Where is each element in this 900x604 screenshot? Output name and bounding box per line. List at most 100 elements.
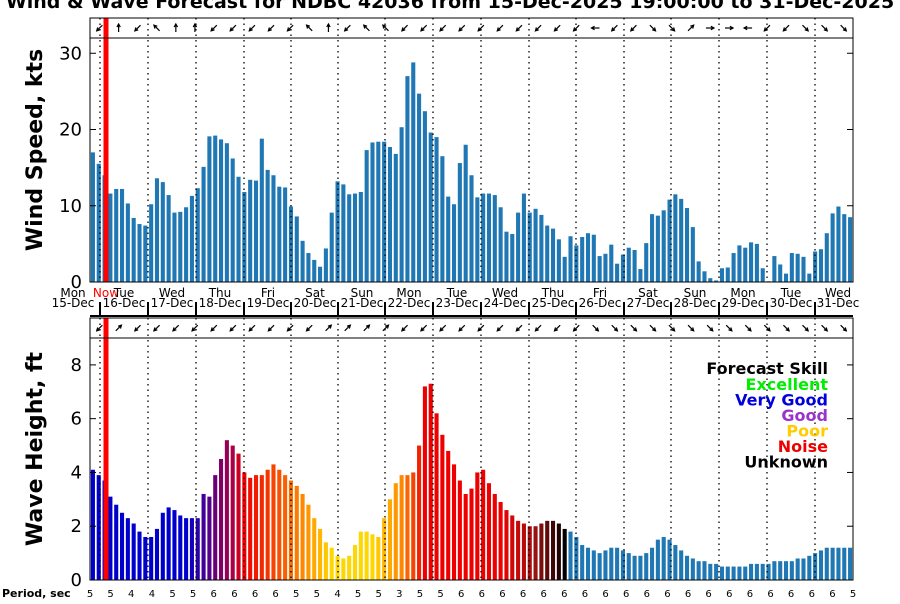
- wave-bar: [358, 531, 363, 580]
- wave-bar: [370, 534, 375, 580]
- wave-direction-arrow: [668, 324, 676, 332]
- wind-bar: [585, 233, 591, 282]
- direction-arrow-head: [172, 327, 177, 332]
- direction-arrow-head: [590, 25, 595, 31]
- wave-ytick-label: 8: [71, 355, 82, 376]
- wind-bar: [644, 243, 649, 282]
- wave-direction-arrow: [553, 324, 561, 332]
- period-row: Period, sec 5 5 4 4 5 5 6 6 6 6 5 5 4 5 5 3 5 5 6 6 6 6 6 6 6 6 6 6…: [2, 587, 856, 600]
- wind-bar: [807, 273, 812, 282]
- direction-arrow-shaft: [477, 324, 485, 332]
- day-date: 29-Dec: [722, 296, 765, 310]
- direction-arrow-shaft: [573, 24, 580, 32]
- legend-entry: Excellent: [746, 375, 829, 394]
- period-value: 5: [355, 589, 361, 600]
- direction-arrow-shaft: [554, 24, 561, 32]
- direction-arrow-shaft: [573, 324, 580, 332]
- period-value: 5: [850, 589, 856, 600]
- wave-bar: [422, 386, 427, 580]
- direction-arrow-shaft: [496, 324, 504, 332]
- wave-bar: [440, 434, 445, 580]
- day-date: 20-Dec: [294, 296, 337, 310]
- wind-ylabel: Wind Speed, kts: [23, 49, 48, 251]
- wind-bar: [352, 193, 358, 282]
- wind-direction-arrow: [553, 24, 561, 32]
- direction-arrow-head: [763, 27, 768, 32]
- wave-bar: [684, 555, 690, 580]
- day-name: Thu: [541, 286, 565, 300]
- wind-direction-arrow: [840, 24, 848, 32]
- wave-bar: [539, 523, 544, 580]
- wave-bar: [772, 561, 777, 580]
- wind-bar: [620, 254, 625, 282]
- wave-direction-arrow: [420, 324, 428, 332]
- wind-bar: [312, 259, 317, 282]
- wind-bar: [615, 263, 620, 282]
- period-value: 4: [334, 589, 340, 600]
- wind-bar: [486, 193, 492, 282]
- wind-bar: [527, 212, 532, 282]
- wind-bar: [184, 207, 189, 282]
- wave-bar: [230, 445, 235, 580]
- day-name: Wed: [492, 286, 518, 300]
- wind-bar: [632, 249, 637, 282]
- direction-arrow-head: [477, 27, 482, 32]
- direction-arrow-shaft: [96, 324, 103, 332]
- day-date: 19-Dec: [247, 296, 290, 310]
- direction-arrow-head: [671, 327, 676, 332]
- wind-bar: [219, 139, 224, 282]
- wave-bar: [667, 539, 672, 580]
- direction-arrow-head: [553, 327, 559, 332]
- wave-bar: [498, 502, 503, 580]
- wind-bar: [399, 127, 404, 283]
- direction-arrow-shaft: [267, 324, 275, 332]
- wave-bar: [842, 547, 847, 580]
- wave-bar: [603, 550, 608, 580]
- wind-bar: [294, 216, 299, 282]
- wind-bar: [772, 256, 777, 282]
- direction-arrow-shaft: [287, 324, 294, 332]
- direction-arrow-shaft: [382, 24, 389, 32]
- wind-direction-arrow: [687, 24, 695, 32]
- wave-direction-arrow: [782, 324, 790, 332]
- direction-arrow-shaft: [172, 324, 180, 332]
- wave-bar: [451, 464, 457, 580]
- wave-bar: [702, 561, 707, 580]
- direction-arrow-head: [766, 327, 771, 332]
- wind-bar: [189, 195, 194, 282]
- wind-bar: [504, 231, 509, 282]
- day-name: Tue: [446, 286, 468, 300]
- wave-bar: [143, 536, 148, 580]
- direction-arrow-head: [192, 22, 198, 28]
- wind-bar: [469, 175, 474, 282]
- day-date: 18-Dec: [199, 296, 242, 310]
- wave-bar: [696, 561, 701, 580]
- period-value: 4: [128, 589, 134, 600]
- wave-bar: [399, 475, 404, 580]
- direction-arrow-head: [629, 27, 635, 32]
- wind-bar: [778, 264, 783, 282]
- wind-bar: [387, 147, 392, 282]
- wind-direction-arrow: [763, 24, 771, 32]
- wave-bar: [783, 561, 789, 580]
- day-name: Thu: [208, 286, 232, 300]
- direction-arrow-head: [690, 327, 695, 332]
- wave-bar: [312, 518, 317, 580]
- wind-bar: [120, 188, 125, 282]
- direction-arrow-head: [842, 27, 848, 32]
- wind-bar: [533, 208, 538, 282]
- wave-direction-arrow: [706, 324, 714, 332]
- direction-arrow-shaft: [668, 24, 676, 32]
- wave-bar: [201, 493, 206, 580]
- wind-bar: [580, 237, 585, 282]
- direction-arrow-head: [401, 27, 406, 32]
- wave-bar: [795, 558, 800, 580]
- direction-arrow-head: [229, 327, 234, 332]
- wave-bar: [318, 528, 323, 580]
- wind-bar: [201, 166, 206, 282]
- wave-bar: [690, 558, 695, 580]
- direction-arrow-shaft: [592, 324, 599, 332]
- wind-bar: [259, 138, 264, 282]
- wave-bar: [248, 477, 253, 580]
- wind-bar: [335, 181, 340, 282]
